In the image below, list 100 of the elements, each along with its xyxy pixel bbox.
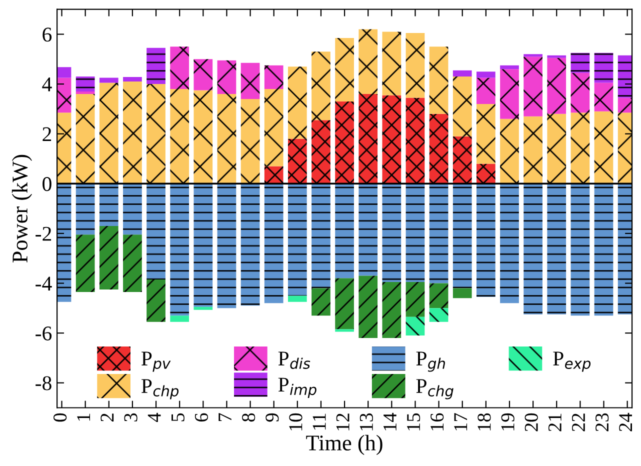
bar xyxy=(382,184,402,282)
bar xyxy=(382,95,402,184)
y-tick-label: -8 xyxy=(36,376,52,390)
bar xyxy=(76,91,95,94)
bar xyxy=(99,184,118,226)
legend-label: P$_{gh}$ xyxy=(416,352,445,372)
x-tick-label: 19 xyxy=(501,413,514,430)
bar xyxy=(406,282,425,317)
bar xyxy=(217,94,236,184)
bar xyxy=(524,56,542,116)
x-tick-label: 16 xyxy=(430,413,444,430)
bar xyxy=(288,184,307,296)
bar xyxy=(99,82,118,184)
bar xyxy=(570,52,590,73)
bar xyxy=(358,94,378,184)
bar xyxy=(594,184,614,316)
bar xyxy=(452,76,472,136)
bar xyxy=(312,184,330,288)
bar xyxy=(99,78,118,83)
bar xyxy=(76,234,95,292)
y-tick-label: -6 xyxy=(36,326,52,340)
bar xyxy=(406,316,425,336)
bar xyxy=(194,59,213,90)
bar xyxy=(406,98,425,184)
bar xyxy=(312,120,330,184)
bar xyxy=(547,114,566,184)
bar xyxy=(264,65,284,90)
bar xyxy=(452,288,472,298)
bar xyxy=(240,98,260,184)
x-tick-label: 7 xyxy=(218,413,232,422)
bar xyxy=(170,184,190,316)
bar xyxy=(240,62,260,99)
bar xyxy=(547,184,566,314)
x-tick-label: 15 xyxy=(407,413,420,430)
x-tick-label: 0 xyxy=(54,413,67,422)
bar xyxy=(547,55,566,58)
bar xyxy=(452,184,472,288)
bar xyxy=(123,234,142,292)
y-axis-title: Power (kW) xyxy=(12,154,32,263)
bar xyxy=(146,48,166,84)
bar xyxy=(264,184,284,304)
bar xyxy=(146,84,166,184)
x-tick-label: 9 xyxy=(266,413,279,422)
bar xyxy=(524,54,542,57)
bar xyxy=(288,138,307,184)
bar xyxy=(264,166,284,184)
x-tick-label: 1 xyxy=(77,414,90,421)
bar xyxy=(217,184,236,308)
bar xyxy=(358,184,378,276)
y-tick-label: -2 xyxy=(36,226,52,241)
bar xyxy=(358,276,378,338)
bar xyxy=(476,184,496,297)
bar xyxy=(99,226,118,290)
y-tick-label: -4 xyxy=(36,276,52,290)
legend-label: P$_{chp}$ xyxy=(141,379,179,400)
y-tick-label: 4 xyxy=(42,78,52,92)
bar xyxy=(123,77,142,82)
x-tick-label: 10 xyxy=(289,413,302,430)
bar xyxy=(123,184,142,235)
bar xyxy=(76,76,95,92)
bar xyxy=(406,32,425,98)
bar xyxy=(476,72,496,78)
x-tick-label: 21 xyxy=(548,414,562,432)
bar xyxy=(240,184,260,306)
x-tick-label: 11 xyxy=(312,414,326,430)
bar xyxy=(452,136,472,184)
y-tick-label: 2 xyxy=(42,127,52,142)
bar xyxy=(594,82,614,112)
bar xyxy=(429,283,448,308)
bar xyxy=(358,29,378,94)
bar xyxy=(76,94,95,184)
bar xyxy=(406,184,425,282)
bar xyxy=(146,184,166,280)
bar xyxy=(217,60,236,94)
bar xyxy=(500,65,519,70)
x-tick-label: 12 xyxy=(336,414,350,430)
bar xyxy=(524,116,542,184)
y-tick-label: 0 xyxy=(42,177,52,192)
bar xyxy=(76,184,95,235)
bar xyxy=(476,78,496,104)
bar xyxy=(146,280,166,322)
bar xyxy=(264,89,284,166)
bar xyxy=(170,89,190,184)
bar xyxy=(194,306,213,310)
x-tick-label: 17 xyxy=(454,413,468,430)
bar xyxy=(429,184,448,284)
bar xyxy=(594,111,614,184)
x-tick-label: 14 xyxy=(384,412,396,430)
bar xyxy=(170,316,190,322)
legend-label: P$_{chg}$ xyxy=(416,379,454,400)
bar xyxy=(335,329,354,332)
bar xyxy=(382,32,402,96)
bar xyxy=(500,69,519,119)
bar xyxy=(429,308,448,322)
bar xyxy=(382,282,402,338)
x-tick-label: 8 xyxy=(242,413,256,422)
bar xyxy=(312,52,330,120)
x-tick-label: 3 xyxy=(124,413,138,422)
bar xyxy=(476,104,496,164)
bar xyxy=(335,184,354,278)
